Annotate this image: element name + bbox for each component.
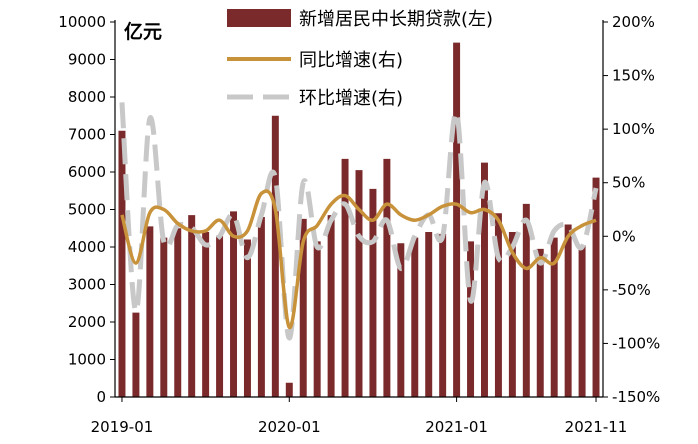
bar <box>592 177 600 397</box>
yoy-growth-line <box>120 189 597 330</box>
mom-growth-line <box>119 102 599 341</box>
legend-label-yoy: 同比增速(右) <box>299 50 403 71</box>
left-tick-label: 8000 <box>68 88 106 106</box>
bar <box>550 237 558 397</box>
x-tick-label: 2021-01 <box>425 418 488 436</box>
bar <box>313 241 321 397</box>
legend-swatch-bar <box>227 9 291 27</box>
bar <box>243 239 251 397</box>
bar <box>285 382 293 397</box>
bar <box>369 188 377 397</box>
right-tick-label: 0% <box>612 227 636 245</box>
bar <box>299 218 307 397</box>
x-tick-label: 2020-01 <box>258 418 321 436</box>
bar <box>494 213 502 397</box>
bar <box>481 162 488 397</box>
bar <box>578 245 586 397</box>
bar <box>160 237 168 397</box>
bar <box>522 203 530 397</box>
bar <box>467 241 475 397</box>
x-tick-label: 2019-01 <box>91 418 154 436</box>
x-tick-label: 2021-11 <box>565 418 628 436</box>
bar <box>453 42 461 397</box>
bar <box>174 228 182 397</box>
left-tick-label: 0 <box>96 388 106 406</box>
bar <box>397 243 405 397</box>
bar <box>146 226 154 397</box>
line-series-group <box>119 102 599 341</box>
bar <box>411 237 419 397</box>
bar <box>341 158 349 397</box>
left-tick-label: 2000 <box>68 313 106 331</box>
bar <box>564 224 572 397</box>
bar <box>536 248 544 397</box>
left-tick-label: 10000 <box>58 13 106 31</box>
bar <box>188 215 196 397</box>
bar <box>271 115 279 397</box>
right-tick-label: -100% <box>612 334 660 352</box>
bar <box>355 170 363 397</box>
bar <box>257 217 265 397</box>
legend: 新增居民中长期贷款(左) 同比增速(右) 环比增速(右) <box>227 9 493 109</box>
right-tick-label: 50% <box>612 174 645 192</box>
bar <box>383 158 391 397</box>
bar <box>132 312 140 397</box>
right-tick-label: 100% <box>612 120 655 138</box>
left-tick-label: 5000 <box>68 201 106 219</box>
right-tick-label: 200% <box>612 13 655 31</box>
bar <box>118 130 126 397</box>
left-tick-label: 3000 <box>68 276 106 294</box>
legend-label-bar: 新增居民中长期贷款(左) <box>299 9 493 30</box>
left-tick-label: 9000 <box>68 51 106 69</box>
bar <box>439 233 447 397</box>
right-tick-label: -150% <box>612 388 660 406</box>
left-tick-label: 7000 <box>68 126 106 144</box>
legend-label-mom: 环比增速(右) <box>299 88 403 109</box>
right-tick-label: 150% <box>612 67 655 85</box>
right-tick-label: -50% <box>612 281 651 299</box>
bar <box>508 232 516 397</box>
bar <box>425 232 433 397</box>
left-tick-label: 1000 <box>68 351 106 369</box>
bar <box>216 235 224 397</box>
left-tick-label: 4000 <box>68 238 106 256</box>
left-axis-unit: 亿元 <box>124 20 162 43</box>
bar <box>230 211 237 397</box>
bar <box>202 232 210 397</box>
left-tick-label: 6000 <box>68 163 106 181</box>
axes: 0 1000 2000 3000 4000 5000 6000 7000 8000 9000 100… <box>58 13 660 436</box>
bar <box>327 215 335 397</box>
bar-series-loans <box>118 42 600 397</box>
